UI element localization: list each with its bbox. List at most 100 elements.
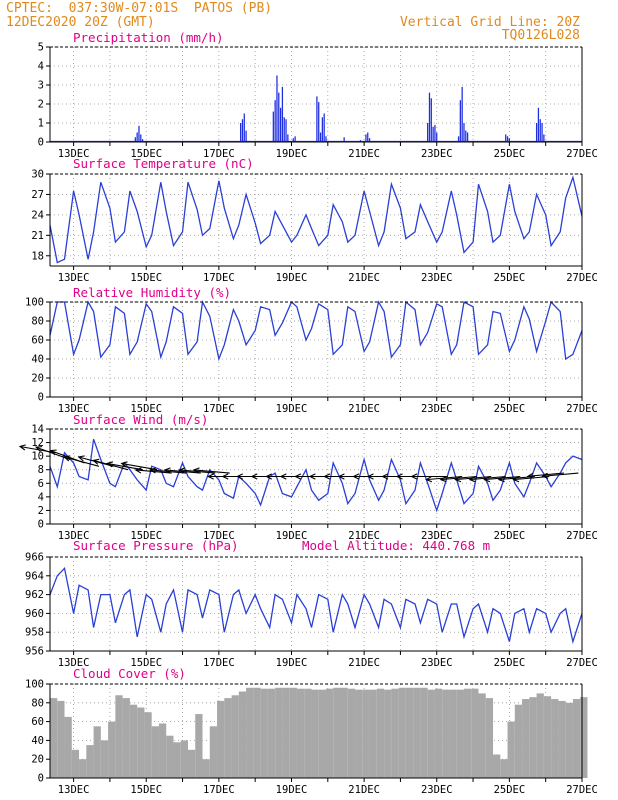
x-tick-label: 27DEC bbox=[566, 272, 598, 284]
cloud-bar bbox=[79, 759, 87, 778]
x-tick-label: 15DEC bbox=[130, 657, 162, 669]
cloud-bar bbox=[413, 687, 421, 778]
cloud-bar bbox=[565, 702, 573, 778]
x-tick-label: 21DEC bbox=[348, 272, 380, 284]
precip-bar bbox=[318, 102, 320, 142]
precip-bar bbox=[272, 111, 274, 142]
cloud-bar bbox=[471, 688, 479, 778]
cloud-bar bbox=[166, 735, 174, 778]
panel-title: Surface Temperature (nC) bbox=[73, 156, 254, 171]
panel-0: Precipitation (mm/h) 0 1 2 3 4 5 13DEC 15DEC 17DE… bbox=[38, 30, 598, 160]
precip-bar bbox=[461, 86, 463, 142]
cloud-bar bbox=[362, 689, 370, 778]
x-tick-label: 23DEC bbox=[421, 784, 453, 796]
y-tick-label: 14 bbox=[31, 424, 44, 436]
x-tick-label: 13DEC bbox=[58, 657, 90, 669]
precip-bar bbox=[240, 123, 242, 142]
y-tick-label: 4 bbox=[38, 491, 44, 503]
header-station: CPTEC: 037:30W-07:01S PATOS (PB) bbox=[6, 1, 273, 16]
cloud-bar bbox=[151, 726, 159, 778]
y-tick-label: 960 bbox=[25, 608, 44, 620]
x-tick-label: 17DEC bbox=[203, 530, 235, 542]
cloud-bar bbox=[572, 699, 581, 778]
precip-bar bbox=[287, 134, 289, 142]
x-tick-label: 25DEC bbox=[494, 148, 526, 160]
cloud-bar bbox=[551, 699, 559, 778]
precip-bar bbox=[430, 98, 432, 142]
cloud-bar bbox=[57, 700, 65, 778]
y-tick-label: 80 bbox=[31, 316, 44, 328]
cloud-bar bbox=[246, 687, 254, 778]
precip-bar bbox=[428, 92, 431, 142]
y-tick-label: 100 bbox=[25, 679, 44, 691]
precip-bar bbox=[134, 137, 136, 142]
y-tick-label: 4 bbox=[38, 61, 44, 73]
x-tick-label: 15DEC bbox=[130, 784, 162, 796]
x-tick-label: 27DEC bbox=[566, 148, 598, 160]
cloud-bar bbox=[173, 742, 181, 778]
precip-bar bbox=[541, 123, 543, 142]
precip-bar bbox=[245, 130, 247, 142]
precip-bar bbox=[138, 125, 140, 142]
precip-bar bbox=[276, 75, 278, 142]
cloud-bar bbox=[311, 689, 319, 778]
y-tick-label: 962 bbox=[25, 589, 44, 601]
cloud-bar bbox=[224, 698, 232, 778]
wind-arrow bbox=[105, 461, 143, 471]
cloud-bar bbox=[260, 688, 268, 778]
cloud-bar bbox=[122, 698, 130, 778]
precip-bar bbox=[136, 132, 138, 142]
series-line bbox=[49, 175, 583, 264]
precip-bar bbox=[432, 126, 434, 142]
x-tick-label: 19DEC bbox=[276, 784, 308, 796]
header-grid-line: Vertical Grid Line: 20Z bbox=[399, 15, 580, 30]
precip-bar bbox=[278, 92, 280, 142]
precip-bar bbox=[459, 100, 461, 142]
wind-arrow bbox=[410, 473, 448, 480]
cloud-bar bbox=[144, 712, 152, 778]
cloud-bar bbox=[275, 687, 283, 778]
y-tick-label: 24 bbox=[31, 209, 44, 221]
cloud-bar bbox=[64, 716, 72, 778]
cloud-bar bbox=[347, 688, 356, 778]
x-tick-label: 19DEC bbox=[276, 657, 308, 669]
x-tick-label: 19DEC bbox=[276, 148, 308, 160]
y-tick-label: 30 bbox=[31, 169, 44, 181]
x-tick-label: 19DEC bbox=[276, 530, 308, 542]
cloud-bar bbox=[355, 689, 363, 778]
y-tick-label: 18 bbox=[31, 250, 44, 262]
x-tick-label: 13DEC bbox=[58, 403, 90, 415]
cloud-bar bbox=[296, 688, 305, 778]
y-tick-label: 27 bbox=[31, 189, 44, 201]
cloud-bar bbox=[456, 689, 464, 778]
cloud-bar bbox=[253, 687, 261, 778]
precip-bar bbox=[543, 134, 545, 142]
x-tick-label: 25DEC bbox=[494, 530, 526, 542]
cloud-bar bbox=[478, 693, 486, 778]
precip-bar bbox=[539, 119, 541, 142]
x-tick-label: 17DEC bbox=[203, 148, 235, 160]
cloud-bar bbox=[500, 759, 508, 778]
y-tick-label: 2 bbox=[38, 99, 44, 111]
x-tick-label: 19DEC bbox=[276, 272, 308, 284]
precip-bar bbox=[343, 137, 345, 142]
panel-2: Relative Humidity (%) 0 20 40 60 80 100 13DEC 15… bbox=[25, 285, 598, 415]
y-tick-label: 8 bbox=[38, 464, 44, 476]
cloud-bar bbox=[158, 723, 167, 778]
precip-bar bbox=[466, 132, 469, 142]
cloud-bar bbox=[543, 696, 552, 778]
precip-bar bbox=[367, 132, 369, 142]
cloud-bar bbox=[267, 688, 276, 778]
x-tick-label: 17DEC bbox=[203, 272, 235, 284]
x-tick-label: 25DEC bbox=[494, 657, 526, 669]
precip-bar bbox=[285, 119, 287, 142]
cloud-bar bbox=[231, 695, 239, 778]
cloud-bar bbox=[180, 740, 188, 778]
panel-5: Cloud Cover (%) 0 20 40 60 80 100 13DEC 15DEC 17D… bbox=[25, 666, 598, 796]
cloud-bar bbox=[115, 695, 123, 778]
cloud-bar bbox=[514, 704, 523, 778]
panel-title: Cloud Cover (%) bbox=[73, 666, 186, 681]
y-tick-label: 964 bbox=[25, 570, 44, 582]
cloud-bar bbox=[187, 749, 196, 778]
